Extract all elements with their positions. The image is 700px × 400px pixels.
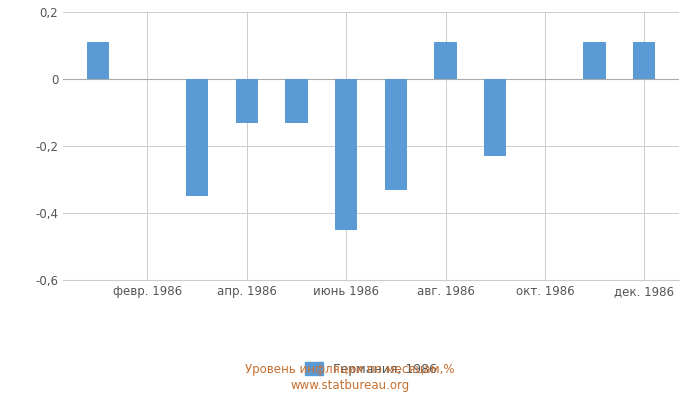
Bar xyxy=(633,42,655,79)
Bar xyxy=(236,79,258,122)
Bar xyxy=(186,79,209,196)
Bar xyxy=(385,79,407,190)
Bar xyxy=(484,79,506,156)
Bar xyxy=(286,79,308,122)
Bar xyxy=(335,79,357,230)
Text: Уровень инфляции по месяцам,%: Уровень инфляции по месяцам,% xyxy=(245,364,455,376)
Bar xyxy=(583,42,606,79)
Bar xyxy=(434,42,456,79)
Text: www.statbureau.org: www.statbureau.org xyxy=(290,380,410,392)
Legend: Германия, 1986: Германия, 1986 xyxy=(300,357,442,381)
Bar xyxy=(87,42,109,79)
